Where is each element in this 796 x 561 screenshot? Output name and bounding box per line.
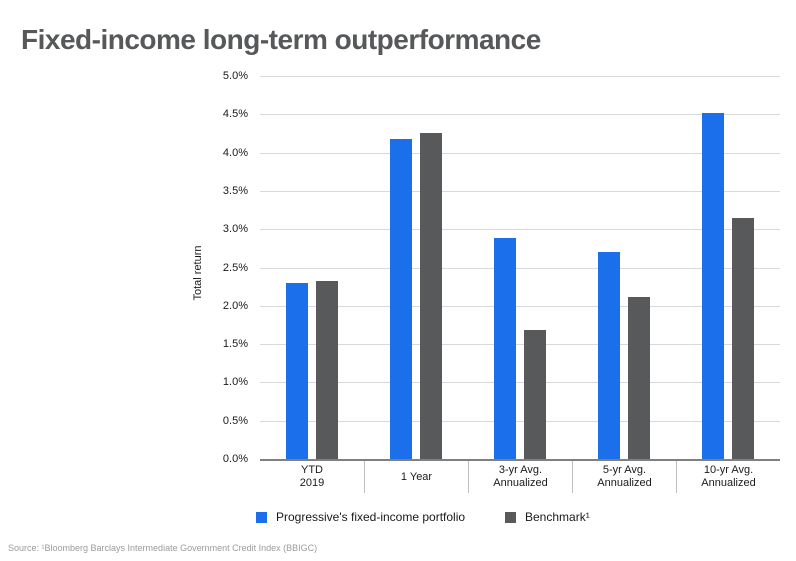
gridline (260, 190, 780, 192)
gridline (260, 114, 780, 116)
y-tick-label: 3.0% (222, 223, 248, 236)
gridline (260, 76, 780, 77)
x-axis-labels: YTD 2019 1 Year 3-yr Avg. Annualized 5-yr A… (260, 461, 780, 493)
bar-group (676, 76, 780, 459)
plot-area (260, 76, 780, 461)
bar-groups (260, 76, 780, 459)
x-axis-category-label: YTD 2019 (299, 464, 325, 489)
benchmark-legend-label: Benchmark¹ (525, 510, 590, 524)
portfolio-legend-label: Progressive's fixed-income portfolio (276, 510, 466, 524)
x-axis-category-label: 3-yr Avg. Annualized (468, 461, 572, 493)
y-tick-label: 0.0% (222, 453, 248, 465)
y-tick-label: 2.5% (222, 261, 248, 274)
benchmark-bar (628, 296, 650, 459)
gridline (260, 229, 780, 231)
bar-group (572, 76, 676, 459)
y-tick-label: 4.5% (222, 108, 248, 121)
y-tick-label: 4.0% (222, 146, 248, 159)
gridline (260, 267, 780, 269)
source-note: Source: ¹Bloomberg Barclays Intermediate… (8, 543, 318, 553)
gridline (260, 305, 780, 307)
bar-group (364, 76, 468, 459)
benchmark-bar (524, 330, 546, 459)
y-tick-label: 3.5% (222, 184, 248, 197)
gridline (260, 420, 780, 422)
portfolio-bar (598, 252, 620, 459)
y-tick-label: 0.5% (222, 414, 248, 427)
y-tick-label: 1.5% (222, 338, 248, 351)
x-axis-category-label: 1 Year (364, 461, 468, 493)
x-axis-category-label: 5-yr Avg. Annualized (572, 461, 676, 493)
portfolio-bar (494, 238, 516, 459)
benchmark-legend-swatch (505, 511, 516, 523)
portfolio-bar (702, 112, 724, 459)
legend-item-portfolio: Progressive's fixed-income portfolio (256, 510, 465, 524)
gridline (260, 152, 780, 154)
benchmark-bar (316, 281, 338, 459)
y-tick-label: 5.0% (222, 70, 248, 82)
x-axis-category-label: 10-yr Avg. Annualized (676, 461, 780, 493)
gridline (260, 382, 780, 384)
bar-group (468, 76, 572, 459)
portfolio-bar (390, 138, 412, 459)
gridline (260, 344, 780, 346)
portfolio-bar (286, 282, 308, 459)
y-tick-label: 2.0% (222, 299, 248, 312)
portfolio-legend-swatch (256, 511, 267, 523)
page-title: Fixed-income long-term outperformance (21, 23, 541, 55)
benchmark-bar (420, 133, 442, 459)
y-tick-label: 1.0% (222, 376, 248, 389)
y-axis-ticks: 0.0% 0.5% 1.0% 1.5% 2.0% 2.5% 3.0% 3.5% 4.0% 4.5%… (190, 70, 248, 465)
gridlines (260, 76, 780, 459)
bar-group (260, 76, 364, 459)
legend-item-benchmark: Benchmark¹ (505, 510, 590, 524)
benchmark-bar (732, 218, 754, 459)
